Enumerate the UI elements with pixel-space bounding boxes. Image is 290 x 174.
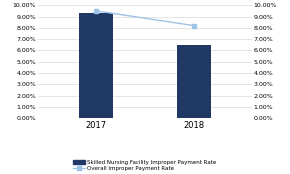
Bar [79,13,113,118]
Bar [177,45,211,118]
Legend: Skilled Nursing Facility Improper Payment Rate, Overall Improper Payment Rate: Skilled Nursing Facility Improper Paymen… [73,160,217,171]
